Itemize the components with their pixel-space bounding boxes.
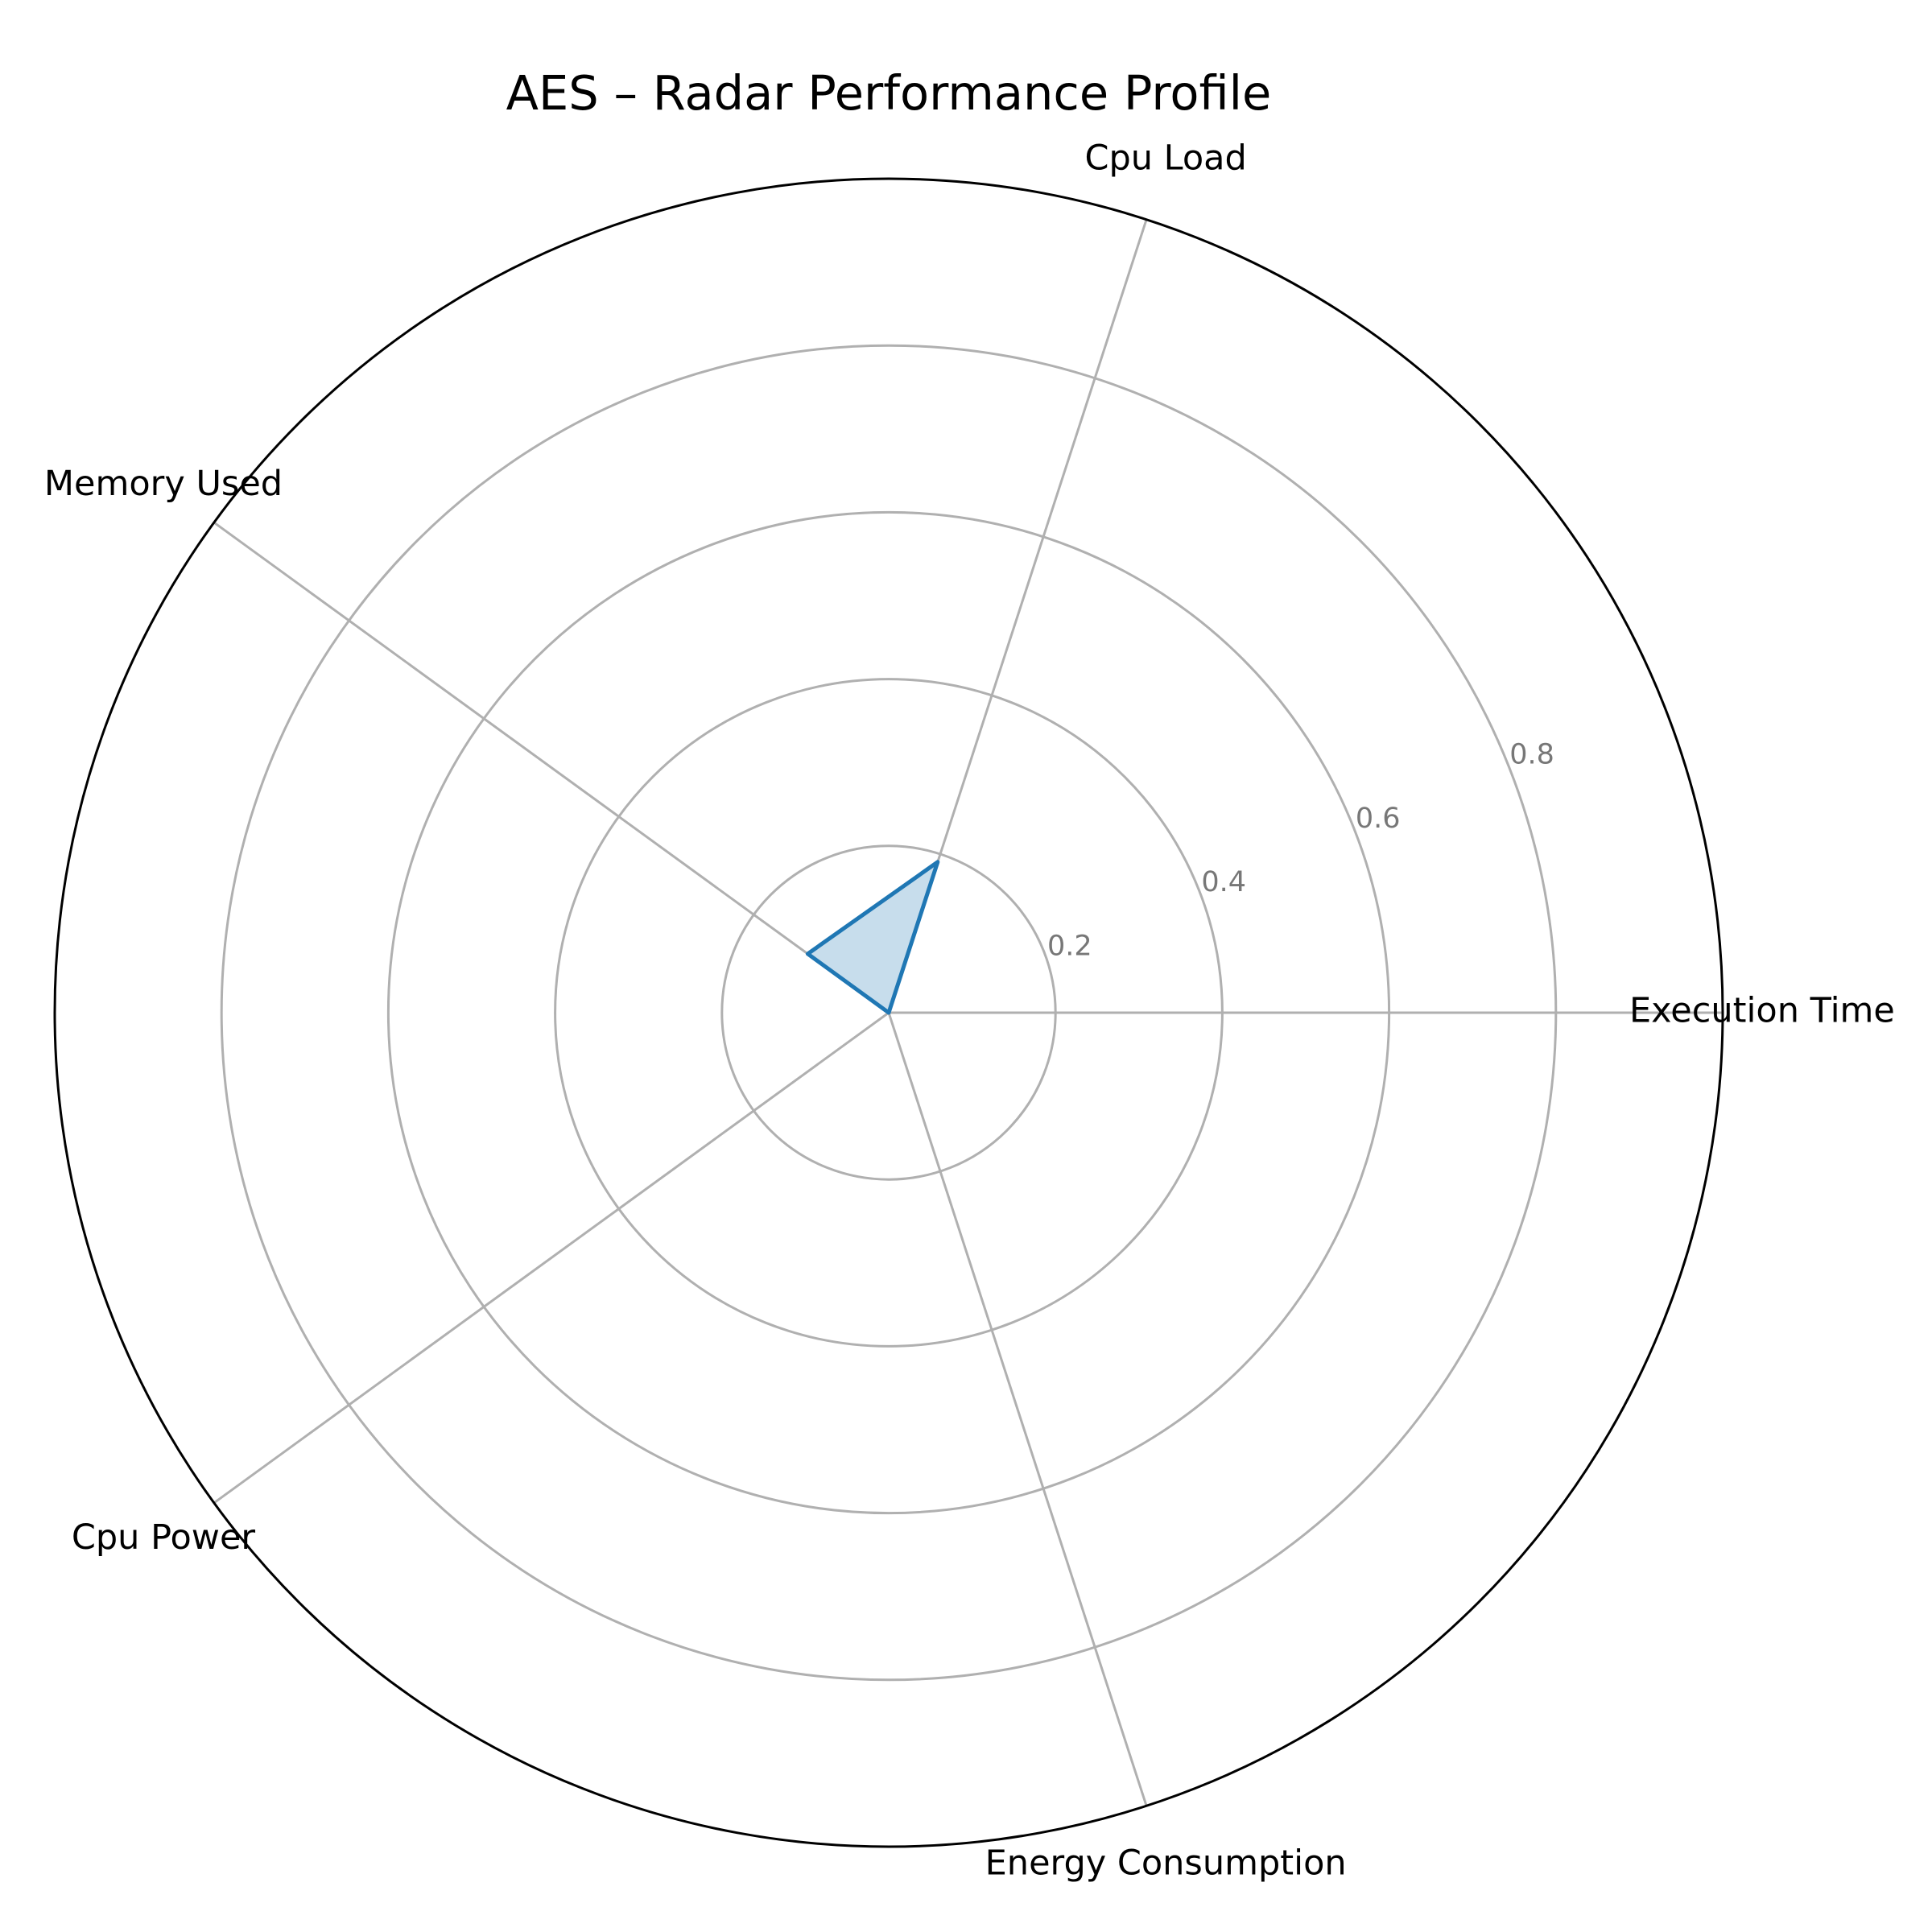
axis-spoke-4	[213, 1011, 890, 1505]
axis-spoke-5	[887, 1012, 1148, 1806]
r-tick-label: 0.2	[1047, 930, 1092, 962]
series-line	[805, 860, 940, 1015]
radar-grid: 0.2 0.4 0.6 0.8	[213, 219, 1723, 1806]
radar-labels: Execution Time Cpu Load Memory Used Cpu Pow…	[44, 138, 1895, 1883]
axis-label-4: Cpu Power	[72, 1517, 256, 1558]
outer-frame	[53, 177, 1724, 1848]
axis-label-5: Energy Consumption	[985, 1843, 1347, 1884]
r-tick-label: 0.8	[1509, 739, 1554, 771]
series-area	[807, 861, 938, 1013]
axis-label-2: Cpu Load	[1084, 138, 1246, 178]
r-tick-label: 0.6	[1356, 803, 1401, 835]
chart-title: AES – Radar Performance Profile	[506, 65, 1272, 121]
axis-spoke-3	[213, 521, 890, 1014]
r-tick-label: 0.4	[1201, 866, 1246, 898]
axis-label-3: Memory Used	[44, 464, 283, 504]
axis-label-1: Execution Time	[1629, 991, 1895, 1031]
radar-frame	[53, 177, 1724, 1848]
radar-series	[805, 860, 940, 1015]
